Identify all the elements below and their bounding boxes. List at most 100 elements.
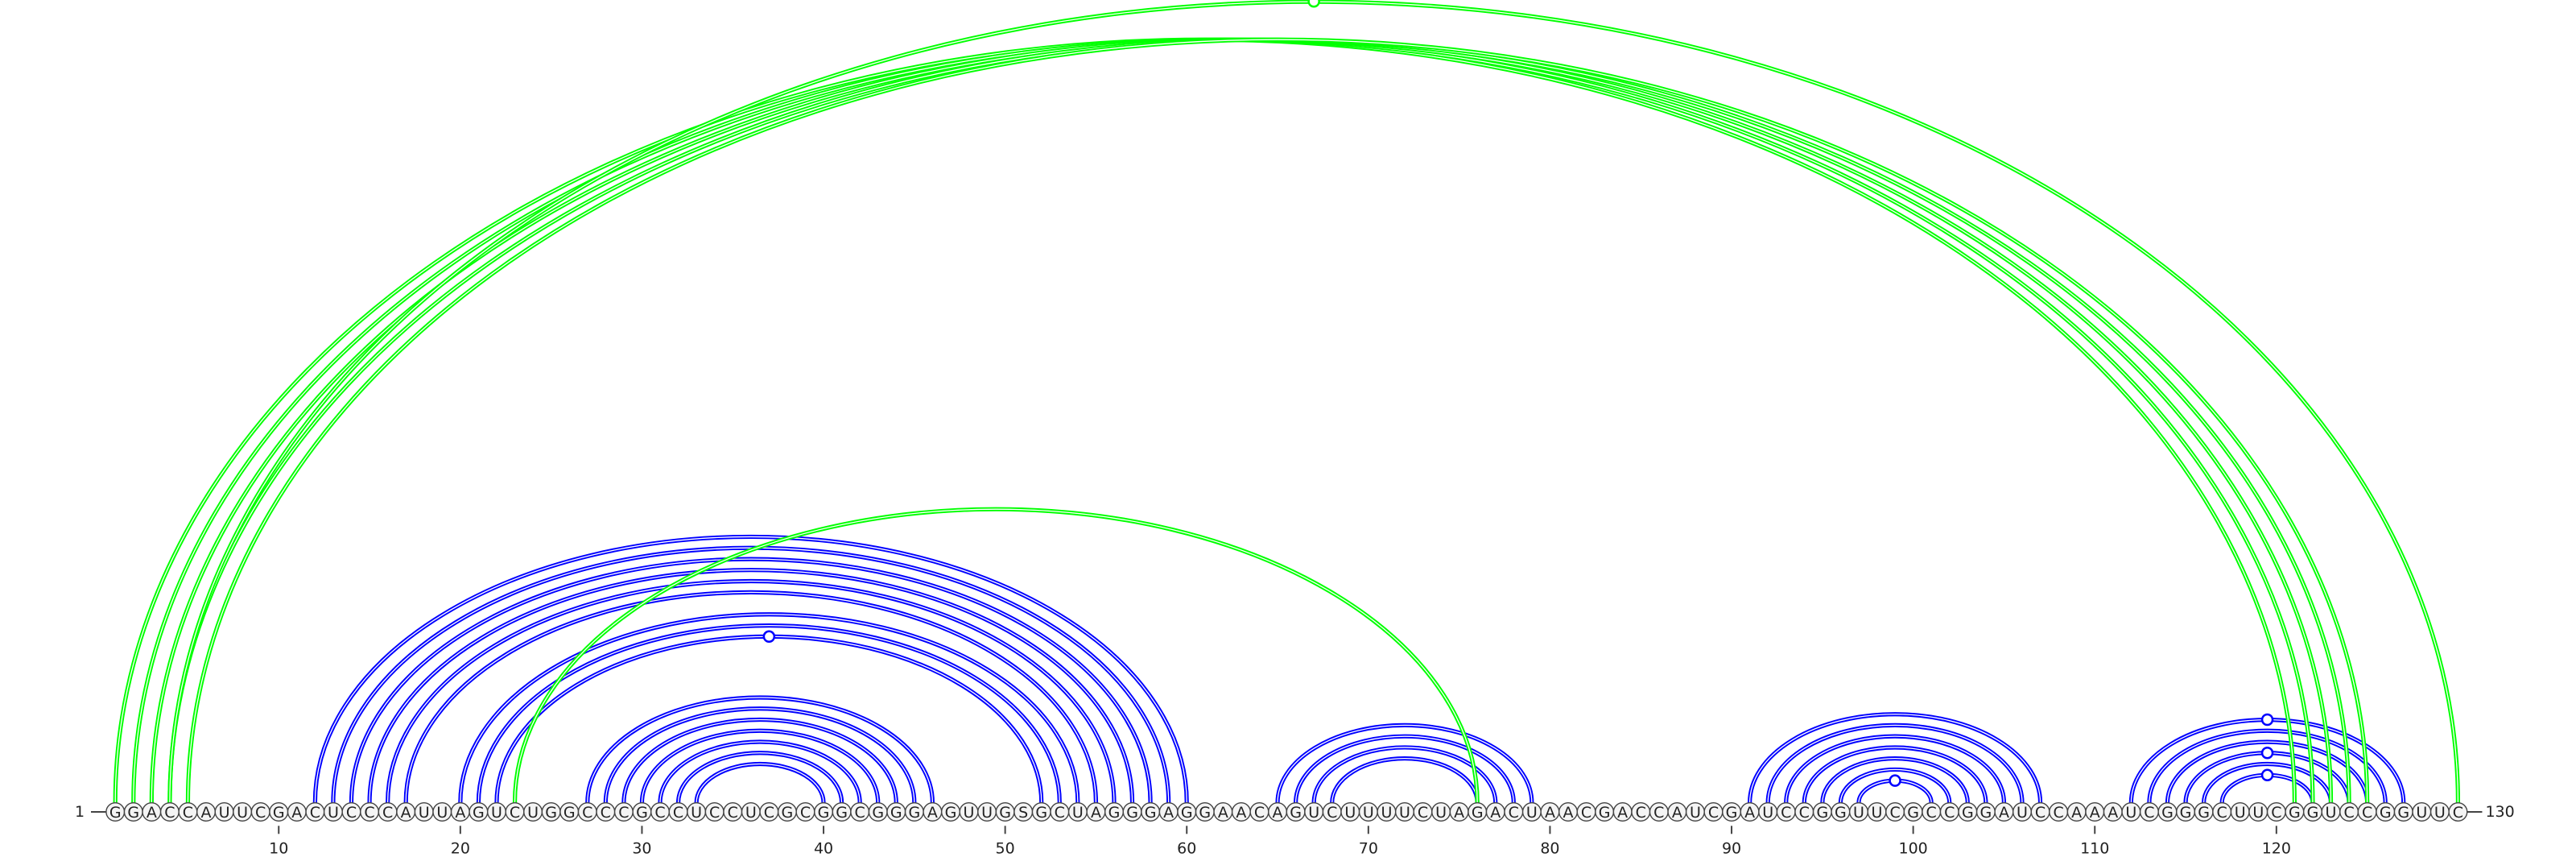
nucleotide: C: [613, 802, 634, 822]
base-pair-arc: [1311, 745, 1498, 803]
nucleotide-letter: G: [1962, 804, 1974, 822]
nucleotide: G: [1722, 802, 1742, 822]
helix: [312, 534, 1189, 803]
nucleotide: G: [1031, 802, 1051, 822]
helix: [512, 507, 1480, 803]
loop-marker: [1889, 774, 1901, 787]
nucleotide-letter: C: [164, 804, 175, 822]
nucleotide: G: [1177, 802, 1197, 822]
sequence-start-label: 1: [75, 803, 85, 821]
nucleotide: C: [1939, 802, 1959, 822]
nucleotide: G: [995, 802, 1015, 822]
nucleotide-letter: C: [1889, 804, 1900, 822]
nucleotide-letter: G: [818, 804, 830, 822]
nucleotide-letter: U: [2326, 804, 2337, 822]
nucleotide-letter: C: [1254, 804, 1265, 822]
nucleotide-letter: S: [1018, 804, 1028, 822]
base-pair-arc-inner: [2149, 730, 2386, 803]
nucleotide-letter: A: [1236, 804, 1246, 822]
nucleotide-letter: G: [1726, 804, 1738, 822]
nucleotide: U: [1304, 802, 1324, 822]
nucleotide-letter: G: [473, 804, 485, 822]
nucleotide: A: [1449, 802, 1469, 822]
nucleotide-circle: [2448, 802, 2468, 822]
nucleotide-letter: G: [109, 804, 122, 822]
nucleotide: A: [1213, 802, 1233, 822]
nucleotide: G: [2285, 802, 2305, 822]
nucleotide-letter: U: [419, 804, 430, 822]
nucleotide: A: [396, 802, 416, 822]
nucleotide: C: [1922, 802, 1942, 822]
nucleotide: U: [1340, 802, 1360, 822]
nucleotide-letter: C: [2217, 804, 2227, 822]
nucleotide: G: [2376, 802, 2396, 822]
nucleotide-letter: U: [1381, 804, 1392, 822]
nucleotide-letter: G: [1108, 804, 1121, 822]
nucleotide: C: [305, 802, 325, 822]
nucleotide: C: [850, 802, 870, 822]
nucleotide-letter: G: [872, 804, 884, 822]
nucleotide: U: [486, 802, 506, 822]
base-pair-arc-inner: [477, 624, 1060, 803]
nucleotide: U: [214, 802, 234, 822]
nucleotide: U: [1394, 802, 1414, 822]
nucleotide: A: [2103, 802, 2123, 822]
nucleotide-letter: C: [855, 804, 865, 822]
nucleotide: G: [2194, 802, 2214, 822]
nucleotide-letter: C: [2271, 804, 2281, 822]
base-pair-arc-inner: [514, 508, 1478, 803]
base-pair-arc-inner: [151, 39, 2332, 803]
nucleotide: G: [1468, 802, 1488, 822]
nucleotide: U: [977, 802, 997, 822]
nucleotide: G: [1104, 802, 1124, 822]
base-pair-arc-inner: [696, 763, 824, 803]
nucleotide: A: [450, 802, 470, 822]
tick-label: 90: [1722, 839, 1741, 857]
nucleotide: C: [1794, 802, 1814, 822]
nucleotide: G: [2176, 802, 2196, 822]
nucleotide: G: [632, 802, 652, 822]
nucleotide: U: [523, 802, 543, 822]
nucleotide-letter: A: [1744, 804, 1755, 822]
nucleotide-letter: G: [1181, 804, 1193, 822]
base-pair-arc-inner: [1822, 758, 1968, 803]
base-pair-arc: [675, 751, 844, 803]
nucleotide-letter: U: [981, 804, 993, 822]
nucleotide-letter: G: [908, 804, 920, 822]
base-pair-arc-inner: [169, 1, 2459, 803]
nucleotide: C: [1703, 802, 1724, 822]
nucleotide: G: [777, 802, 797, 822]
nucleotide: G: [886, 802, 906, 822]
nucleotide: G: [105, 802, 126, 822]
nucleotide: C: [723, 802, 743, 822]
nucleotide: A: [923, 802, 943, 822]
nucleotide-letter: C: [582, 804, 592, 822]
nucleotide-letter: U: [491, 804, 502, 822]
nucleotide: C: [2049, 802, 2069, 822]
base-pair-arc-inner: [187, 39, 2368, 803]
nucleotide-letter: G: [564, 804, 576, 822]
nucleotide-letter: U: [745, 804, 757, 822]
nucleotide-letter: C: [2144, 804, 2154, 822]
tick-label: 110: [2080, 839, 2109, 857]
nucleotide: U: [1685, 802, 1705, 822]
nucleotide: A: [1558, 802, 1578, 822]
nucleotide-letter: C: [1799, 804, 1810, 822]
nucleotide-letter: G: [2289, 804, 2301, 822]
nucleotide-letter: C: [1055, 804, 1065, 822]
nucleotide-letter: U: [527, 804, 539, 822]
nucleotide: C: [505, 802, 525, 822]
nucleotide: C: [360, 802, 380, 822]
nucleotide: A: [287, 802, 307, 822]
nucleotide: G: [814, 802, 834, 822]
nucleotide: G: [541, 802, 561, 822]
nucleotide: G: [940, 802, 960, 822]
loop-marker: [2260, 747, 2274, 760]
nucleotide-letter: U: [1344, 804, 1356, 822]
nucleotide-letter: A: [147, 804, 157, 822]
nucleotide-letter: U: [1399, 804, 1410, 822]
nucleotide-letter: U: [436, 804, 448, 822]
helix: [113, 37, 2370, 803]
tick-label: 70: [1359, 839, 1378, 857]
nucleotide: G: [904, 802, 924, 822]
